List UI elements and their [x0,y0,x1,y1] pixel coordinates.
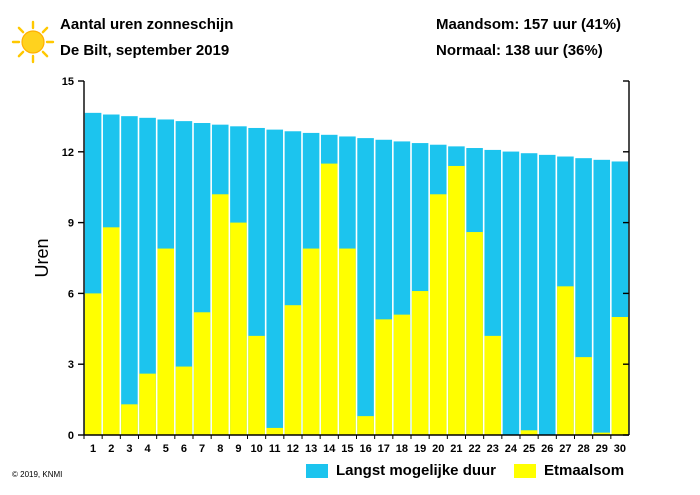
bar-sunshine-16 [357,416,374,435]
bar-sunshine-29 [593,432,611,435]
bar-sunshine-30 [611,317,629,435]
sun-icon [11,20,55,64]
bar-sunshine-9 [230,222,247,435]
legend-item-daylight: Langst mogelijke duur [306,462,496,479]
x-tick-label: 30 [614,443,626,455]
bar-sunshine-1 [84,293,102,435]
x-tick-label: 27 [559,443,571,455]
y-ticks: 0 3 6 9 12 15 [62,76,629,442]
x-tick-label: 16 [359,443,371,455]
bar-daylight-26 [538,154,556,436]
chart-title: Aantal uren zonneschijn [60,16,234,33]
bar-daylight-29 [593,159,611,435]
x-tick-label: 6 [181,443,187,455]
y-tick-label: 9 [68,218,74,230]
bar-daylight-16 [357,138,374,435]
bar-sunshine-22 [466,232,483,435]
bar-daylight-11 [266,129,284,435]
bar-sunshine-11 [266,427,284,435]
bar-daylight-25 [520,153,538,435]
x-tick-label: 18 [396,443,408,455]
x-tick-label: 2 [108,443,114,455]
normal-value: Normaal: 138 uur (36%) [436,42,603,59]
bar-sunshine-14 [320,163,338,435]
x-tick-label: 22 [468,443,480,455]
x-tick-label: 12 [287,443,299,455]
x-tick-label: 21 [450,443,462,455]
copyright-notice: © 2019, KNMI [12,470,63,479]
bar-daylight-4 [139,117,156,435]
sunshine-bars [84,163,629,435]
bar-sunshine-10 [248,335,265,435]
x-tick-label: 29 [596,443,608,455]
x-tick-label: 14 [323,443,336,455]
bar-sunshine-8 [211,194,229,435]
x-ticks: 1 2 3 4 5 6 7 8 9 10 11 12 13 14 15 16 17 18 19 20 21 22 23 24 2… [83,435,626,455]
bar-sunshine-20 [429,194,447,435]
bar-sunshine-18 [393,314,411,435]
bar-sunshine-12 [284,305,302,435]
bar-sunshine-28 [575,357,592,435]
bar-daylight-3 [121,116,138,435]
bar-daylight-6 [175,121,193,436]
x-tick-label: 1 [90,443,96,455]
bar-sunshine-6 [175,366,193,435]
x-tick-label: 4 [145,443,152,455]
y-tick-label: 12 [62,147,74,159]
bar-sunshine-13 [302,248,320,435]
x-tick-label: 28 [577,443,589,455]
x-tick-label: 17 [378,443,390,455]
x-tick-label: 26 [541,443,553,455]
x-tick-label: 9 [235,443,241,455]
bar-sunshine-27 [557,286,574,435]
legend-swatch-sunshine [514,463,536,478]
bar-sunshine-3 [121,404,138,435]
x-tick-label: 23 [487,443,499,455]
x-tick-label: 19 [414,443,426,455]
x-tick-label: 10 [250,443,262,455]
x-tick-label: 3 [126,443,132,455]
bar-sunshine-21 [448,165,465,435]
x-tick-label: 13 [305,443,317,455]
legend-label-sunshine: Etmaalsom [544,462,625,479]
x-tick-label: 8 [217,443,223,455]
bar-sunshine-25 [520,430,538,435]
y-tick-label: 0 [68,430,74,442]
x-tick-label: 20 [432,443,444,455]
chart-subtitle: De Bilt, september 2019 [60,42,230,59]
legend-swatch-daylight [306,463,328,478]
bar-sunshine-2 [102,227,120,435]
x-tick-label: 25 [523,443,535,455]
x-tick-label: 7 [199,443,205,455]
x-tick-label: 24 [505,443,518,455]
x-tick-label: 5 [163,443,169,455]
y-axis-label: Uren [32,238,52,277]
bar-sunshine-23 [484,335,502,435]
bar-sunshine-7 [193,312,211,435]
month-total: Maandsom: 157 uur (41%) [436,16,622,33]
x-tick-label: 15 [341,443,353,455]
bar-sunshine-15 [339,248,356,435]
bar-sunshine-5 [157,248,175,435]
y-tick-label: 3 [68,359,74,371]
bar-daylight-24 [502,151,520,435]
bar-sunshine-4 [139,373,156,435]
legend-label-daylight: Langst mogelijke duur [336,462,497,479]
legend-item-sunshine: Etmaalsom [514,462,624,479]
bar-sunshine-17 [375,319,393,435]
x-tick-label: 11 [269,443,281,455]
y-tick-label: 6 [68,288,74,300]
y-tick-label: 15 [62,76,74,88]
bar-sunshine-19 [411,291,429,435]
